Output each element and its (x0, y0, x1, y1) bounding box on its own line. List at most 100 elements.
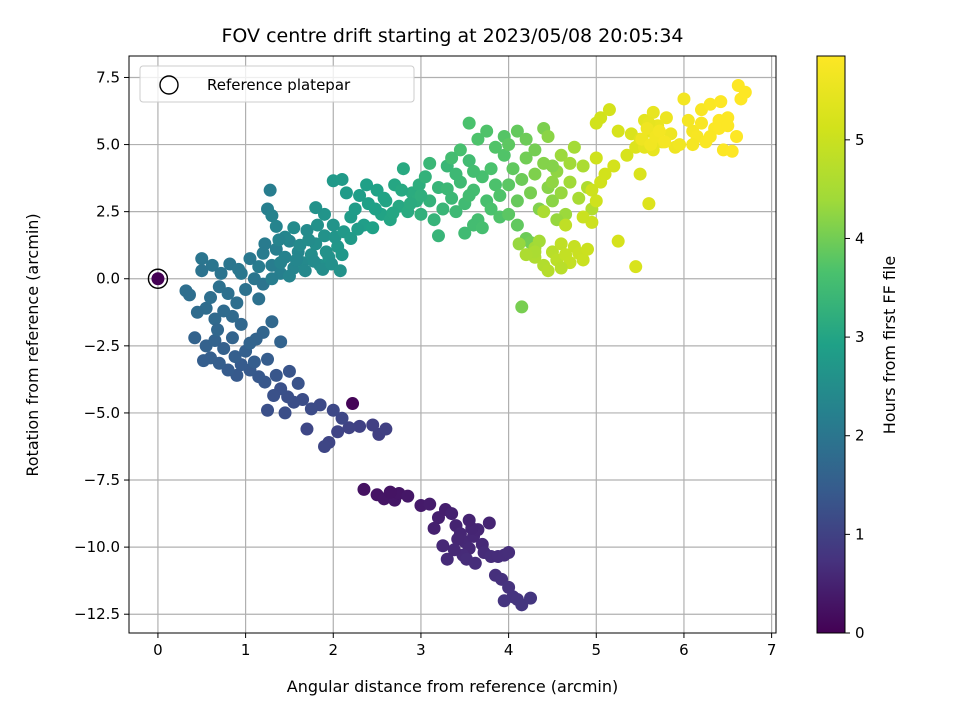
data-point (263, 183, 277, 197)
data-point (576, 253, 590, 267)
data-point (353, 419, 367, 433)
data-point (252, 292, 266, 306)
data-point (440, 182, 454, 196)
data-point (488, 140, 502, 154)
legend: Reference platepar (139, 65, 415, 103)
data-point (234, 266, 248, 280)
data-point (659, 111, 673, 125)
data-point (633, 167, 647, 181)
data-point (567, 140, 581, 154)
data-point (396, 162, 410, 176)
x-tick-label: 5 (592, 641, 602, 659)
data-point (278, 406, 292, 420)
data-point (319, 245, 333, 259)
data-point (519, 248, 533, 262)
data-point (519, 151, 533, 165)
data-point (519, 132, 533, 146)
data-point (261, 403, 275, 417)
data-point (342, 421, 356, 435)
plot-frame (128, 55, 777, 634)
data-point (532, 234, 546, 248)
data-point (339, 186, 353, 200)
data-point (545, 159, 559, 173)
data-point (214, 266, 228, 280)
data-point (652, 124, 666, 138)
data-point (243, 252, 257, 266)
data-point (585, 183, 599, 197)
x-axis-label: Angular distance from reference (arcmin) (287, 677, 618, 696)
data-point (445, 151, 459, 165)
chart-title: FOV centre drift starting at 2023/05/08 … (221, 25, 683, 47)
x-tick-label: 6 (679, 641, 689, 659)
data-point (217, 304, 231, 318)
data-point (475, 221, 489, 235)
data-point (537, 205, 551, 219)
data-point (581, 242, 595, 256)
data-point (642, 197, 656, 211)
data-point (427, 213, 441, 227)
data-point (331, 425, 345, 439)
data-point (258, 237, 272, 251)
data-point (326, 218, 340, 232)
data-point (686, 138, 700, 152)
data-point (386, 206, 400, 220)
x-tick-label: 3 (416, 641, 426, 659)
data-point (721, 119, 735, 133)
colorbar-tick-label: 4 (855, 229, 865, 247)
data-point (431, 229, 445, 243)
data-point (563, 175, 577, 189)
data-point (730, 130, 744, 144)
colorbar-gradient (816, 55, 846, 634)
data-point (524, 591, 538, 605)
data-point (515, 300, 529, 314)
data-point (300, 422, 314, 436)
data-point (366, 221, 380, 235)
data-point (208, 312, 222, 326)
data-point (480, 124, 494, 138)
data-point (221, 363, 235, 377)
data-point (401, 489, 415, 503)
data-point (673, 138, 687, 152)
data-point (423, 156, 437, 170)
y-tick-label: 0.0 (96, 270, 120, 288)
data-point (291, 376, 305, 390)
data-point (629, 260, 643, 274)
y-tick-label: −5.0 (84, 404, 120, 422)
data-point (379, 422, 393, 436)
data-point (738, 85, 752, 99)
colorbar-tick-label: 0 (855, 624, 865, 642)
data-point (212, 280, 226, 294)
colorbar-label: Hours from first FF file (880, 256, 899, 435)
data-point (502, 178, 516, 192)
reference-point-fill (151, 272, 165, 286)
data-point (462, 189, 476, 203)
data-point (274, 335, 288, 349)
data-point (190, 305, 204, 319)
data-point (471, 132, 485, 146)
data-point (528, 143, 542, 157)
colorbar-tick-label: 2 (855, 427, 865, 445)
data-point (333, 264, 347, 278)
data-point (451, 532, 465, 546)
data-point (269, 219, 283, 233)
data-point (545, 175, 559, 189)
scatter-points (179, 79, 752, 612)
data-point (677, 92, 691, 106)
data-point (274, 256, 288, 270)
data-point (427, 521, 441, 535)
y-tick-label: −2.5 (84, 337, 120, 355)
data-point (239, 282, 253, 296)
data-point (502, 138, 516, 152)
data-point (541, 264, 555, 278)
data-point (318, 207, 332, 221)
data-point (607, 159, 621, 173)
data-point (545, 194, 559, 208)
data-point (325, 257, 339, 271)
data-point (611, 124, 625, 138)
data-point (440, 552, 454, 566)
data-point (640, 121, 654, 135)
data-point (366, 418, 380, 432)
reference-platepar-marker (147, 268, 169, 289)
data-point (310, 218, 324, 232)
